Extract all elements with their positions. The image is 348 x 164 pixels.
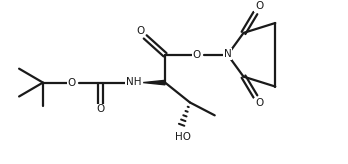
Text: O: O bbox=[96, 104, 105, 114]
Text: O: O bbox=[193, 50, 201, 60]
Text: NH: NH bbox=[126, 77, 141, 87]
Text: O: O bbox=[136, 26, 144, 36]
Text: N: N bbox=[224, 49, 231, 59]
Text: O: O bbox=[255, 98, 263, 108]
Text: N: N bbox=[224, 49, 231, 59]
Text: O: O bbox=[68, 78, 76, 88]
Polygon shape bbox=[143, 80, 165, 85]
Text: HO: HO bbox=[175, 132, 191, 142]
Text: O: O bbox=[255, 1, 263, 11]
